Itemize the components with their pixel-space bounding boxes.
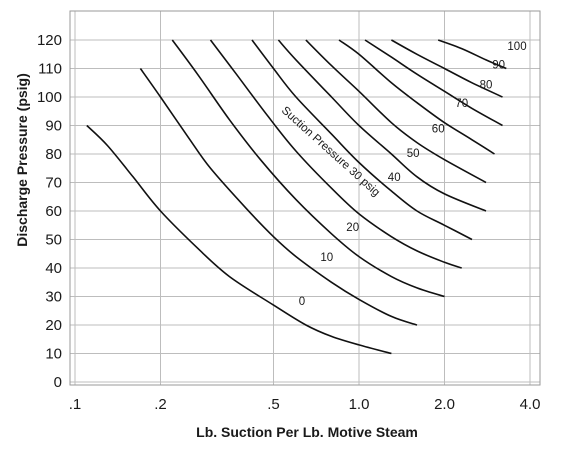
y-tick-label: 10 [45, 346, 62, 363]
suction-curve [437, 39, 507, 70]
curve-label: 60 [432, 124, 445, 136]
curve-label: 40 [388, 172, 401, 184]
y-tick-label: 90 [45, 118, 62, 135]
x-tick-label: 1.0 [349, 396, 370, 413]
y-tick-label: 120 [37, 32, 62, 49]
suction-curve [391, 39, 503, 98]
curve-label: 0 [299, 296, 305, 308]
curve-label: 20 [346, 222, 359, 234]
curves [86, 39, 507, 355]
suction-curve [251, 39, 473, 241]
suction-curve [171, 39, 445, 298]
y-tick-label: 110 [38, 61, 62, 78]
x-tick-label: 4.0 [520, 396, 541, 413]
x-tick-label: .2 [154, 396, 167, 413]
x-tick-label: .5 [267, 396, 280, 413]
curve-label: 90 [492, 60, 505, 72]
plot-frame [69, 10, 541, 386]
y-axis-title: Discharge Pressure (psig) [14, 73, 30, 247]
suction-curve [139, 68, 418, 326]
curve-label: 10 [320, 252, 333, 264]
grid [70, 11, 540, 385]
curve-label: 70 [455, 98, 468, 110]
y-tick-label: 100 [37, 89, 62, 106]
y-tick-label: 70 [45, 175, 62, 192]
curve-label: 80 [480, 80, 493, 92]
curve-label: 50 [407, 148, 420, 160]
suction-curve [277, 39, 487, 212]
suction-curve [364, 39, 503, 127]
x-axis-title: Lb. Suction Per Lb. Motive Steam [196, 424, 418, 440]
x-tick-label: 2.0 [434, 396, 455, 413]
y-tick-label: 50 [45, 232, 62, 249]
y-tick-label: 20 [45, 317, 62, 334]
y-tick-label: 0 [54, 374, 62, 391]
y-tick-label: 60 [45, 203, 62, 220]
y-tick-label: 40 [45, 260, 62, 277]
curve-label: 100 [507, 41, 526, 53]
curve-label: Suction Pressure 30 psig [279, 105, 382, 199]
suction-curve [209, 39, 462, 269]
suction-curve [86, 124, 392, 355]
tick-labels: .1.2.5 1.0 2.0 4.00102030405060708090100110… [37, 32, 540, 413]
y-tick-label: 30 [45, 289, 62, 306]
y-tick-label: 80 [45, 146, 62, 163]
suction-curve [305, 39, 487, 184]
suction-curve [338, 39, 495, 155]
x-tick-label: .1 [69, 396, 82, 413]
